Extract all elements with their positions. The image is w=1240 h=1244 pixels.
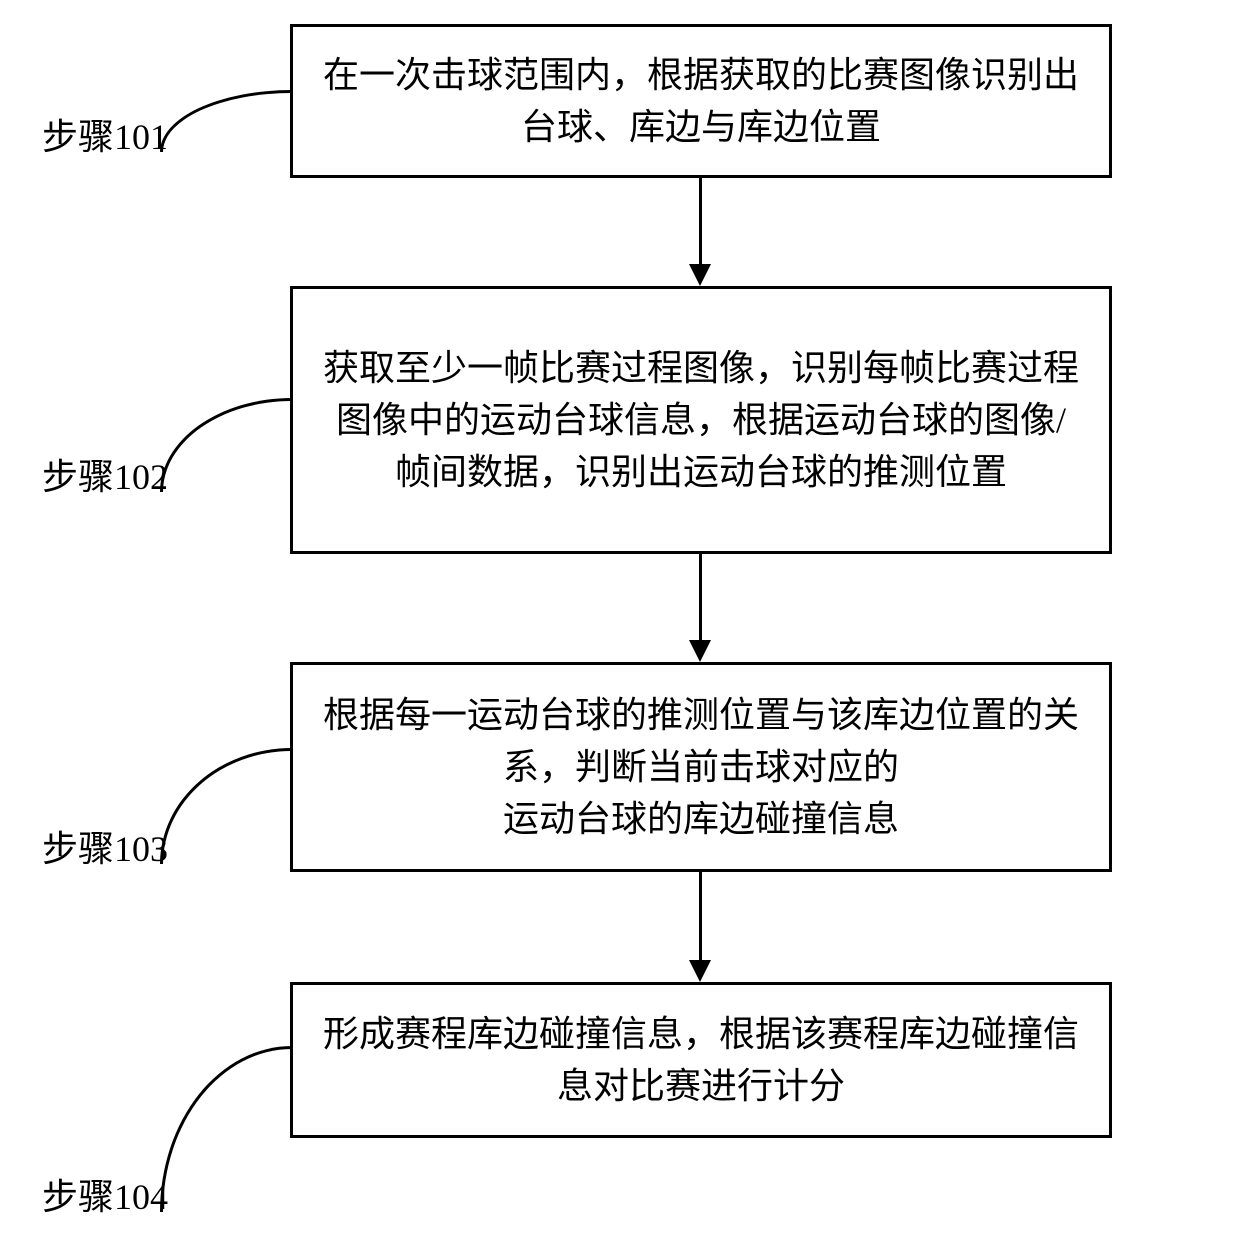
arrow-head-3 [689,960,711,982]
step-label-104: 步骤104 [8,1168,168,1220]
step-box-text: 形成赛程库边碰撞信息，根据该赛程库边碰撞信息对比赛进行计分 [321,1008,1081,1112]
connector-102 [160,398,292,492]
arrow-head-1 [689,264,711,286]
step-label-103: 步骤103 [8,820,168,872]
step-label-text: 步骤103 [42,829,168,869]
step-label-text: 步骤101 [42,117,168,157]
arrow-line-3 [699,872,702,960]
step-box-text-line: 帧间数据，识别出运动台球的推测位置 [321,446,1081,498]
connector-103 [160,748,292,864]
connector-104 [160,1046,292,1212]
step-label-text: 步骤102 [42,457,168,497]
flowchart-canvas: 步骤101 在一次击球范围内，根据获取的比赛图像识别出台球、库边与库边位置 步骤… [0,0,1240,1244]
step-box-text-line: 根据每一运动台球的推测位置与该库边位置的关系，判断当前击球对应的 [321,689,1081,793]
arrow-line-1 [699,178,702,266]
arrow-head-2 [689,640,711,662]
step-label-101: 步骤101 [8,108,168,160]
step-box-text-wrap: 获取至少一帧比赛过程图像，识别每帧比赛过程图像中的运动台球信息，根据运动台球的图… [321,342,1081,499]
step-box-text-line: 运动台球的库边碰撞信息 [321,793,1081,845]
connector-101 [160,90,292,152]
step-box-text-line: 获取至少一帧比赛过程图像，识别每帧比赛过程图像中的运动台球信息，根据运动台球的图… [321,342,1081,446]
step-label-text: 步骤104 [42,1177,168,1217]
arrow-line-2 [699,554,702,642]
step-box-103: 根据每一运动台球的推测位置与该库边位置的关系，判断当前击球对应的 运动台球的库边… [290,662,1112,872]
step-label-102: 步骤102 [8,448,168,500]
step-box-text: 在一次击球范围内，根据获取的比赛图像识别出台球、库边与库边位置 [321,49,1081,153]
step-box-101: 在一次击球范围内，根据获取的比赛图像识别出台球、库边与库边位置 [290,24,1112,178]
step-box-text-wrap: 根据每一运动台球的推测位置与该库边位置的关系，判断当前击球对应的 运动台球的库边… [321,689,1081,846]
step-box-104: 形成赛程库边碰撞信息，根据该赛程库边碰撞信息对比赛进行计分 [290,982,1112,1138]
step-box-102: 获取至少一帧比赛过程图像，识别每帧比赛过程图像中的运动台球信息，根据运动台球的图… [290,286,1112,554]
